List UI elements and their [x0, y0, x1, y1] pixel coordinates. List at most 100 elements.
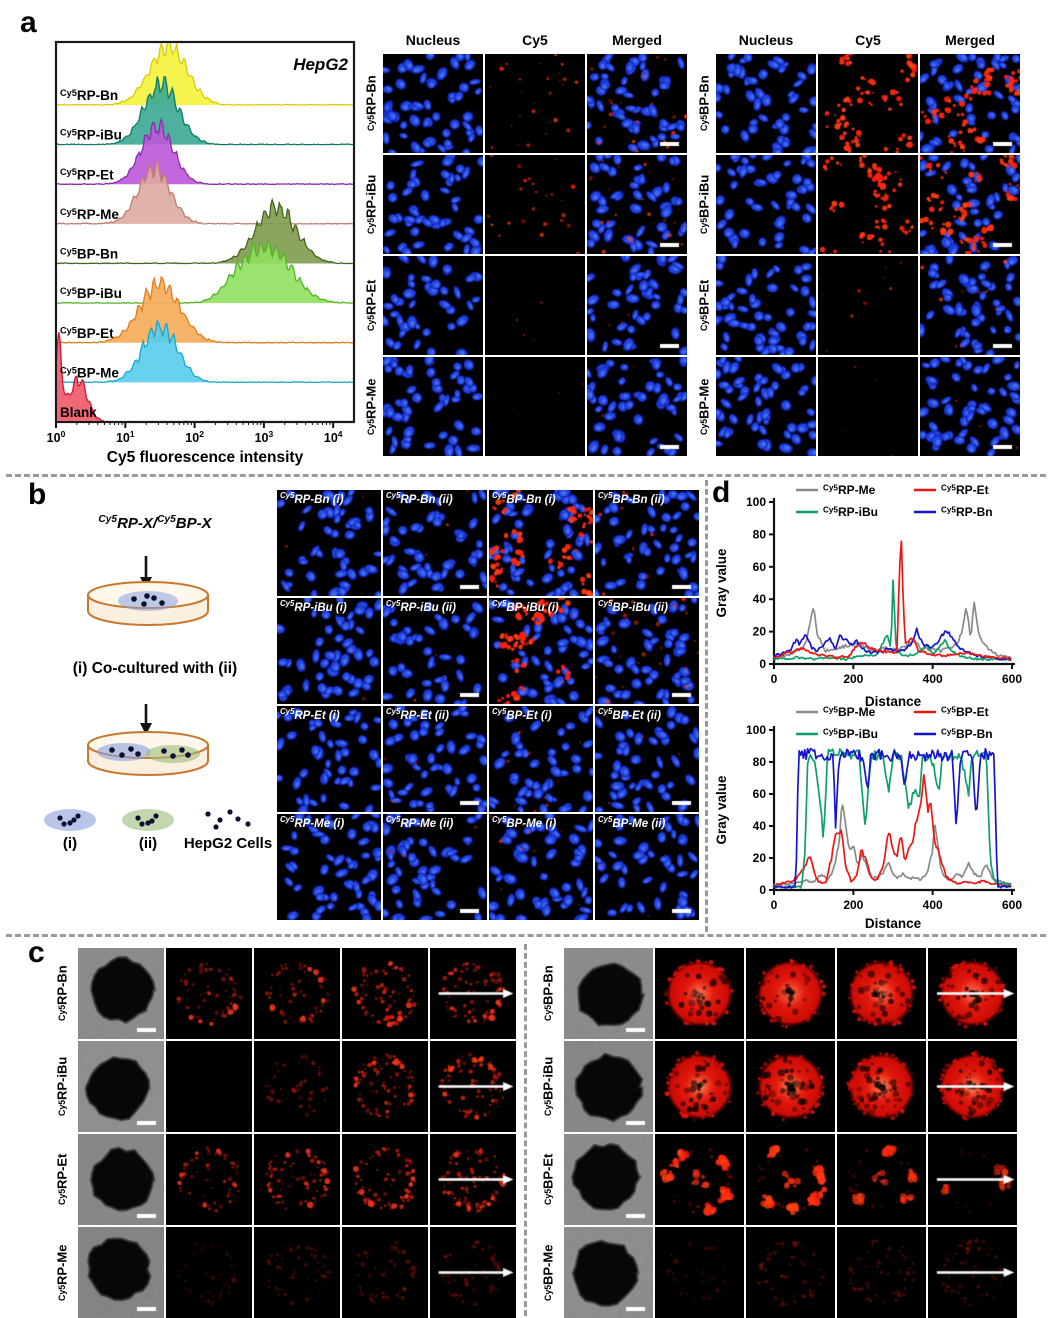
a-left-r3c0: [383, 357, 483, 456]
a-left-row-label-3: Cy5 RP-Me: [363, 378, 379, 435]
c-right-r0c2: [746, 948, 835, 1039]
c-right-r0c4: [928, 948, 1017, 1039]
svg-text:Cy5BP-Bn: Cy5BP-Bn: [941, 727, 993, 741]
a-left-r2c2: [587, 256, 687, 355]
c-right-r3c2: [746, 1227, 835, 1318]
c-left-r2c4: [430, 1134, 516, 1225]
c-right-r2c4: [928, 1134, 1017, 1225]
c-left-r0c2: [254, 948, 340, 1039]
a-right-r1c2: [920, 155, 1020, 254]
c-left-r3c3: [342, 1227, 428, 1318]
c-left-r2c4-image: [430, 1134, 516, 1225]
b-cell-label: Cy5RP-Bn (i): [280, 491, 344, 506]
b-r0c3-image: [595, 490, 699, 596]
svg-text:20: 20: [753, 625, 767, 639]
a-right-r0c2: [920, 54, 1020, 153]
a-right-r1c1: [818, 155, 918, 254]
svg-text:0: 0: [771, 898, 778, 912]
divider-horizontal-bottom: [6, 934, 1046, 937]
a-right-r3c0: [716, 357, 816, 456]
b-r0c2-image: [489, 490, 593, 596]
b-r0c1: Cy5RP-Bn (ii): [383, 490, 487, 596]
panel-d-label: d: [712, 476, 731, 509]
c-left-r1c2: [254, 1041, 340, 1132]
c-right-r3c1-image: [655, 1227, 744, 1318]
c-left-r2c3: [342, 1134, 428, 1225]
svg-text:Cy5RP-iBu: Cy5RP-iBu: [60, 128, 122, 143]
svg-text:80: 80: [753, 755, 767, 769]
a-left-r3c1: [485, 357, 585, 456]
panel-a-left-grid: [383, 54, 687, 456]
svg-text:Cy5BP-iBu: Cy5BP-iBu: [823, 727, 878, 741]
b-r2c1-image: [383, 706, 487, 812]
c-right-r3c0-image: [564, 1227, 653, 1318]
c-left-r2c1-image: [166, 1134, 252, 1225]
a-left-r3c0-image: [383, 357, 483, 456]
svg-text:0: 0: [771, 672, 778, 686]
a-right-r0c1-image: [818, 54, 918, 153]
c-left-r1c4: [430, 1041, 516, 1132]
a-left-r0c0-image: [383, 54, 483, 153]
a-right-row-label-0: Cy5 BP-Bn: [696, 75, 712, 132]
c-right-r0c0: [564, 948, 653, 1039]
a-right-r2c2-image: [920, 256, 1020, 355]
c-right-row-label-1: Cy5 BP-iBu: [540, 1056, 556, 1117]
b-r0c3: Cy5BP-Bn (ii): [595, 490, 699, 596]
b-cell-label: Cy5BP-iBu (i): [492, 599, 559, 614]
petri-dish-1: [87, 581, 209, 626]
c-right-r2c4-image: [928, 1134, 1017, 1225]
svg-text:Cy5BP-Me: Cy5BP-Me: [60, 365, 119, 380]
a-left-r1c1: [485, 155, 585, 254]
a-left-r0c1: [485, 54, 585, 153]
b-cell-label: Cy5BP-Et (ii): [598, 707, 661, 722]
c-right-r2c0: [564, 1134, 653, 1225]
c-right-r1c4-image: [928, 1041, 1017, 1132]
svg-text:Cy5BP-Et: Cy5BP-Et: [60, 326, 114, 341]
svg-text:600: 600: [1002, 672, 1022, 686]
coculture-title: Cy5RP-X/Cy5BP-X: [98, 514, 212, 532]
c-right-r1c2: [746, 1041, 835, 1132]
svg-text:Cy5RP-Bn: Cy5RP-Bn: [60, 88, 118, 103]
c-left-r0c3-image: [342, 948, 428, 1039]
svg-text:HepG2: HepG2: [293, 55, 348, 74]
b-r2c2-image: [489, 706, 593, 812]
c-right-r3c1: [655, 1227, 744, 1318]
coculture-diagram: [44, 556, 251, 831]
a-left-r0c0: [383, 54, 483, 153]
c-right-r0c1: [655, 948, 744, 1039]
c-right-r3c2-image: [746, 1227, 835, 1318]
a-left-r3c2: [587, 357, 687, 456]
svg-text:Cy5RP-Me: Cy5RP-Me: [823, 483, 876, 497]
b-r2c2: Cy5BP-Et (i): [489, 706, 593, 812]
c-right-r2c2: [746, 1134, 835, 1225]
panel-a-right-headers: Nucleus Cy5 Merged: [716, 32, 1020, 48]
svg-text:40: 40: [753, 592, 767, 606]
a-left-r1c2: [587, 155, 687, 254]
divider-vertical-b-d: [705, 480, 708, 932]
divider-horizontal-top: [6, 474, 1046, 477]
svg-text:200: 200: [843, 898, 863, 912]
b-cell-label: Cy5RP-Et (i): [280, 707, 340, 722]
panel-a-label: a: [20, 6, 37, 39]
c-right-row-label-3: Cy5 BP-Me: [540, 1244, 556, 1301]
panel-b-label: b: [28, 478, 47, 511]
column-header-merged: Merged: [945, 32, 995, 48]
c-left-r2c2-image: [254, 1134, 340, 1225]
c-right-r1c0: [564, 1041, 653, 1132]
c-right-r1c1-image: [655, 1041, 744, 1132]
c-left-r3c3-image: [342, 1227, 428, 1318]
b-cell-label: Cy5BP-Me (i): [492, 815, 557, 830]
b-r0c0-image: [277, 490, 381, 596]
svg-text:Distance: Distance: [865, 694, 922, 709]
b-r2c1: Cy5RP-Et (ii): [383, 706, 487, 812]
a-left-r2c0: [383, 256, 483, 355]
c-right-r0c3: [837, 948, 926, 1039]
a-left-r2c2-image: [587, 256, 687, 355]
c-left-r1c3-image: [342, 1041, 428, 1132]
a-left-row-label-1: Cy5 RP-iBu: [363, 174, 379, 235]
panel-c-label: c: [28, 936, 45, 969]
a-left-r0c2: [587, 54, 687, 153]
b-r1c3-image: [595, 598, 699, 704]
c-right-r2c0-image: [564, 1134, 653, 1225]
